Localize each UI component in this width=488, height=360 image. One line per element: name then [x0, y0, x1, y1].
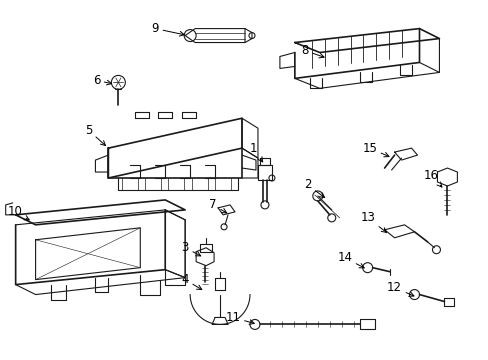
Text: 5: 5: [84, 124, 105, 145]
Text: 12: 12: [386, 281, 413, 296]
Text: 9: 9: [151, 22, 184, 36]
Text: 3: 3: [181, 241, 200, 256]
Text: 2: 2: [304, 179, 324, 198]
Text: 1: 1: [249, 141, 262, 162]
Text: 16: 16: [423, 168, 441, 187]
Text: 4: 4: [181, 273, 202, 289]
Text: 15: 15: [362, 141, 388, 157]
Text: 14: 14: [337, 251, 364, 268]
Text: 10: 10: [7, 205, 29, 220]
Text: 13: 13: [360, 211, 386, 233]
Text: 7: 7: [209, 198, 226, 213]
Text: 11: 11: [225, 311, 254, 324]
Text: 6: 6: [93, 74, 111, 87]
Text: 8: 8: [301, 44, 324, 58]
